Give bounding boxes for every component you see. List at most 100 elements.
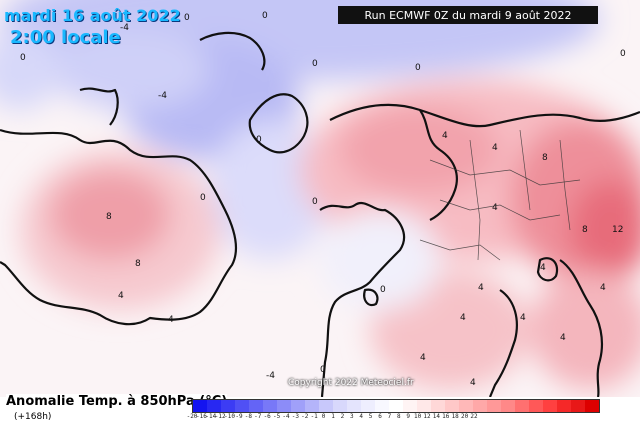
- contour-label: 4: [492, 143, 498, 153]
- contour-label: 4: [520, 313, 526, 323]
- run-label: Run ECMWF 0Z du mardi 9 août 2022: [338, 6, 598, 24]
- scale-tick-label: 9: [406, 413, 410, 420]
- scale-swatch: [375, 400, 389, 412]
- contour-label: 0: [312, 59, 318, 69]
- scale-tick-label: 4: [359, 413, 363, 420]
- scale-swatch: [291, 400, 305, 412]
- parameter-title: Anomalie Temp. à 850hPa (°C): [6, 394, 228, 409]
- scale-tick-label: -12: [214, 413, 226, 420]
- scale-swatch: [235, 400, 249, 412]
- scale-swatch: [207, 400, 221, 412]
- scale-swatch: [333, 400, 347, 412]
- scale-swatch: [501, 400, 515, 412]
- contour-label: 0: [262, 11, 268, 21]
- contour-label: 0: [20, 53, 26, 63]
- scale-tick-label: 12: [423, 413, 431, 420]
- scale-swatch: [459, 400, 473, 412]
- scale-tick-label: -10: [224, 413, 236, 420]
- contour-label: 4: [470, 378, 476, 388]
- scale-tick-label: -16: [195, 413, 207, 420]
- contour-label: 0: [184, 13, 190, 23]
- scale-swatch: [403, 400, 417, 412]
- scale-swatch: [347, 400, 361, 412]
- contour-label: 0: [620, 49, 626, 59]
- contour-label: 0: [312, 197, 318, 207]
- scale-swatch: [431, 400, 445, 412]
- contour-label: 4: [118, 291, 124, 301]
- scale-tick-label: -8: [244, 413, 253, 420]
- scale-swatch: [585, 400, 599, 412]
- contour-label: 8: [582, 225, 588, 235]
- scale-tick-label: 0: [321, 413, 326, 420]
- contour-label: 0: [200, 193, 206, 203]
- lead-time: (+168h): [14, 412, 52, 422]
- scale-swatch: [543, 400, 557, 412]
- scale-tick-label: 1: [331, 413, 335, 420]
- scale-swatch: [319, 400, 333, 412]
- contour-label: 0: [256, 135, 262, 145]
- scale-swatch: [361, 400, 375, 412]
- scale-swatch: [263, 400, 277, 412]
- contour-label: -4: [158, 91, 167, 101]
- scale-tick-label: -4: [282, 413, 290, 420]
- scale-swatch: [389, 400, 403, 412]
- contour-label: 4: [442, 131, 448, 141]
- contour-label: 0: [380, 285, 386, 295]
- contour-labels: 0 0 0 0 -4 0 0 0 0 -4 0 4 8 8 4 4 4 4 8 8 12 4 4 4 4 4 4 4 0 0 -4 4: [20, 11, 626, 388]
- scale-swatch: [249, 400, 263, 412]
- scale-tick-label: -7: [254, 413, 262, 420]
- contour-label: 4: [460, 313, 466, 323]
- contour-label: -4: [266, 371, 275, 381]
- scale-tick-label: -14: [205, 413, 217, 420]
- copyright-text: Copyright 2022 Meteociel.fr: [288, 378, 414, 388]
- scale-tick-label: 3: [349, 413, 354, 420]
- forecast-time: 2:00 locale: [10, 27, 121, 48]
- contour-label: 12: [612, 225, 623, 235]
- scale-swatch: [529, 400, 543, 412]
- contour-label: -4: [120, 23, 129, 33]
- scale-tick-label: 2: [340, 413, 345, 420]
- scale-tick-label: 6: [378, 413, 382, 420]
- contour-label: 4: [420, 353, 426, 363]
- contour-label: 8: [135, 259, 141, 269]
- borders: [419, 129, 581, 261]
- scale-tick-label: 16: [442, 413, 450, 420]
- scale-tick-label: 18: [451, 413, 459, 420]
- scale-tick-label: -1: [310, 413, 318, 420]
- contour-label: 4: [478, 283, 484, 293]
- scale-swatch: [473, 400, 487, 412]
- scale-tick-label: -9: [235, 413, 243, 420]
- anomaly-shading: [0, 0, 640, 390]
- contour-label: 8: [542, 153, 548, 163]
- scale-tick-label: 5: [368, 413, 373, 420]
- scale-swatch: [221, 400, 235, 412]
- scale-tick-label: 10: [413, 413, 422, 420]
- scale-swatch: [417, 400, 431, 412]
- scale-tick-label: -6: [263, 413, 271, 420]
- contour-label: 0: [415, 63, 421, 73]
- scale-swatch: [515, 400, 529, 412]
- scale-swatch: [277, 400, 291, 412]
- scale-tick-label: -5: [272, 413, 281, 420]
- scale-swatch: [487, 400, 501, 412]
- contour-label: 0: [320, 365, 326, 375]
- contour-label: 4: [492, 203, 498, 213]
- scale-swatch: [305, 400, 319, 412]
- scale-swatch: [557, 400, 571, 412]
- scale-tick-label: 7: [387, 413, 392, 420]
- contour-label: 4: [600, 283, 606, 293]
- coastlines: [0, 31, 640, 397]
- color-scale: [192, 399, 600, 413]
- contour-label: 8: [106, 212, 112, 222]
- scale-swatch: [193, 400, 207, 412]
- scale-tick-label: 22: [470, 413, 478, 420]
- scale-tick-label: 14: [432, 413, 441, 420]
- scale-tick-label: -2: [301, 413, 309, 420]
- contour-label: 4: [540, 263, 546, 273]
- contour-label: 4: [168, 315, 174, 325]
- anomaly-map: 0 0 0 0 -4 0 0 0 0 -4 0 4 8 8 4 4 4 4 8 8 12 4 4 4 4 4 4 4 0 0 -4 4: [0, 0, 640, 397]
- forecast-date: mardi 16 août 2022: [4, 6, 181, 25]
- contour-label: 4: [560, 333, 566, 343]
- scale-swatch: [445, 400, 459, 412]
